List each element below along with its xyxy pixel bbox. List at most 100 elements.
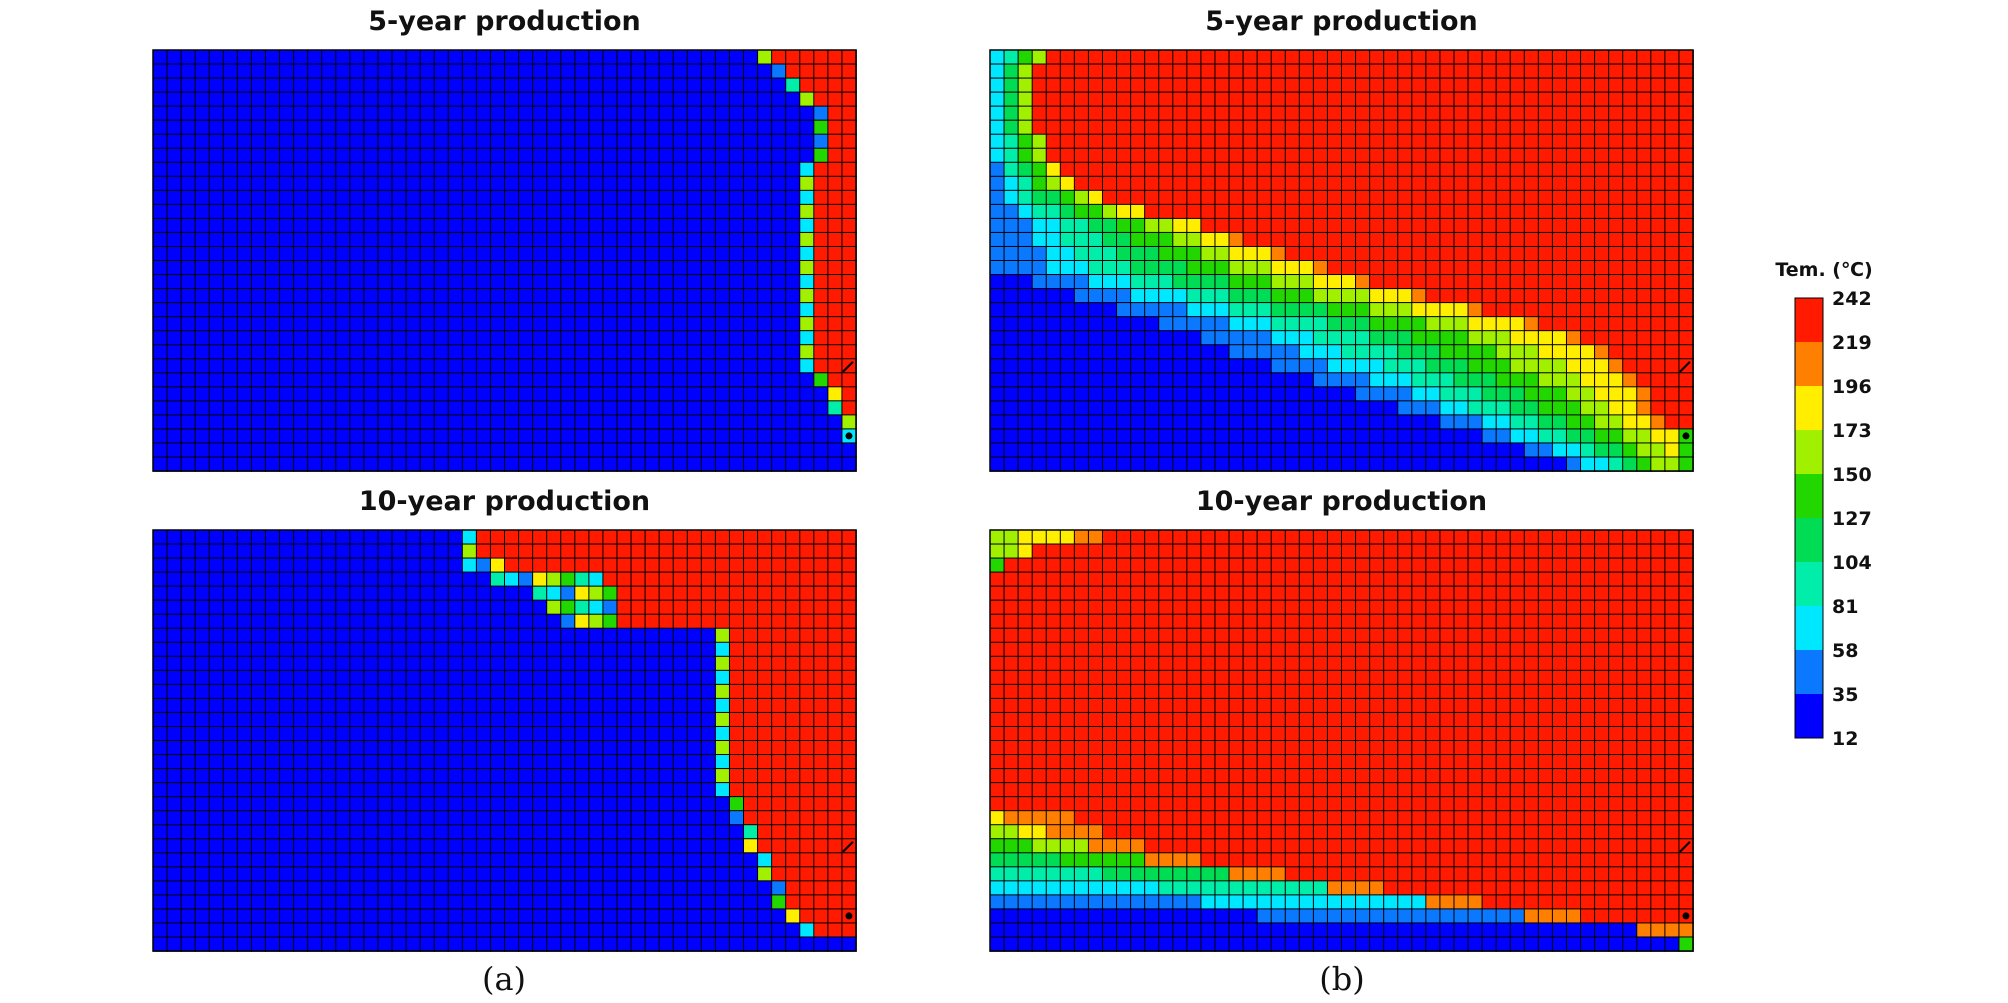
heatmap-cell <box>771 330 787 346</box>
heatmap-cell <box>574 627 590 644</box>
heatmap-cell <box>799 175 815 192</box>
heatmap-cell <box>405 529 421 545</box>
heatmap-cell <box>307 697 323 714</box>
heatmap-cell <box>1017 557 1033 573</box>
heatmap-cell <box>208 599 225 615</box>
heatmap-cell <box>771 852 787 868</box>
heatmap-cell <box>1411 613 1427 630</box>
heatmap-cell <box>1186 203 1202 220</box>
heatmap-cell <box>236 683 253 700</box>
heatmap-cell <box>827 147 843 164</box>
heatmap-cell <box>1116 372 1132 388</box>
heatmap-cell <box>1172 386 1188 402</box>
heatmap-cell <box>785 557 801 573</box>
heatmap-cell <box>1608 203 1624 220</box>
heatmap-cell <box>461 63 478 79</box>
heatmap-cell <box>989 613 1005 630</box>
heatmap-cell <box>1580 302 1596 318</box>
heatmap-cell <box>447 217 464 234</box>
heatmap-cell <box>771 133 787 150</box>
heatmap-cell <box>335 161 351 178</box>
heatmap-cell <box>1439 147 1455 164</box>
heatmap-cell <box>658 669 675 686</box>
heatmap-cell <box>1298 344 1315 360</box>
heatmap-cell <box>1228 147 1244 164</box>
heatmap-cell <box>546 571 562 587</box>
heatmap-cell <box>1326 344 1343 360</box>
heatmap-cell <box>546 161 562 178</box>
heatmap-cell <box>728 880 745 896</box>
heatmap-cell <box>771 175 787 192</box>
heatmap-cell <box>1439 245 1455 262</box>
heatmap-cell <box>644 936 660 952</box>
heatmap-cell <box>1284 571 1301 587</box>
heatmap-cell <box>475 697 492 714</box>
heatmap-cell <box>1326 358 1343 374</box>
heatmap-cell <box>602 105 618 121</box>
heatmap-cell <box>1031 627 1048 644</box>
heatmap-cell <box>166 386 182 402</box>
heatmap-cell <box>152 908 168 924</box>
heatmap-cell <box>574 655 590 672</box>
heatmap-cell <box>1172 456 1188 472</box>
heatmap-cell <box>799 852 815 868</box>
heatmap-cell <box>307 161 323 178</box>
heatmap-cell <box>166 599 182 615</box>
heatmap-cell <box>1453 641 1469 658</box>
heatmap-cell <box>728 302 745 318</box>
heatmap-cell <box>644 203 660 220</box>
heatmap-cell <box>1256 529 1273 545</box>
heatmap-cell <box>152 260 168 276</box>
heatmap-cell <box>602 372 618 388</box>
heatmap-cell <box>335 711 351 728</box>
heatmap-cell <box>989 557 1005 573</box>
heatmap-cell <box>1017 442 1033 458</box>
heatmap-cell <box>1523 358 1540 374</box>
heatmap-cell <box>1495 316 1512 332</box>
heatmap-cell <box>152 641 168 658</box>
heatmap-cell <box>1130 543 1146 559</box>
heatmap-cell <box>686 386 703 402</box>
heatmap-cell <box>377 456 393 472</box>
heatmap-cell <box>1017 585 1033 601</box>
heatmap-cell <box>616 711 632 728</box>
heatmap-cell <box>743 49 759 65</box>
heatmap-cell <box>208 585 225 601</box>
heatmap-cell <box>827 543 843 559</box>
heatmap-cell <box>349 119 365 135</box>
heatmap-cell <box>1355 428 1371 444</box>
heatmap-cell <box>180 161 196 178</box>
heatmap-cell <box>405 571 421 587</box>
heatmap-cell <box>658 838 675 854</box>
heatmap-cell <box>433 768 450 784</box>
heatmap-cell <box>307 936 323 952</box>
heatmap-cell <box>1650 49 1666 65</box>
heatmap-cell <box>813 655 829 672</box>
heatmap-cell <box>1383 358 1399 374</box>
heatmap-cell <box>222 414 239 430</box>
heatmap-cell <box>1453 456 1469 472</box>
heatmap-cell <box>1509 91 1526 107</box>
heatmap-cell <box>1101 428 1118 444</box>
heatmap-cell <box>1017 288 1033 304</box>
heatmap-cell <box>1003 414 1019 430</box>
heatmap-cell <box>489 711 506 728</box>
heatmap-cell <box>686 442 703 458</box>
heatmap-cell <box>728 245 745 262</box>
heatmap-cell <box>560 231 576 248</box>
heatmap-cell <box>391 740 407 756</box>
heatmap-cell <box>1298 245 1315 262</box>
heatmap-cell <box>377 260 393 276</box>
heatmap-cell <box>1439 400 1455 416</box>
heatmap-cell <box>757 414 773 430</box>
heatmap-cell <box>1172 529 1188 545</box>
heatmap-cell <box>363 613 379 630</box>
heatmap-cell <box>714 288 731 304</box>
heatmap-cell <box>504 908 520 924</box>
heatmap-cell <box>208 91 225 107</box>
heatmap-cell <box>377 344 393 360</box>
heatmap-cell <box>264 922 281 938</box>
heatmap-cell <box>1537 288 1554 304</box>
heatmap-cell <box>208 894 225 910</box>
heatmap-cell <box>518 557 534 573</box>
